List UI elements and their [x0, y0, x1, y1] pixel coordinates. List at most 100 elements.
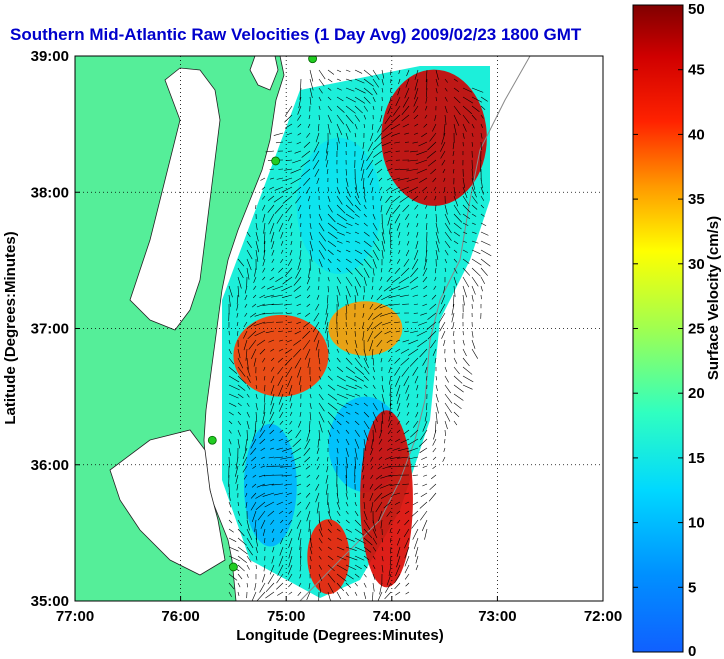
- velocity-vector: [386, 447, 392, 451]
- velocity-vector: [327, 285, 329, 293]
- velocity-vector: [336, 132, 340, 144]
- velocity-vector: [439, 303, 446, 315]
- velocity-vector: [462, 384, 473, 390]
- velocity-vector: [370, 456, 374, 462]
- velocity-vector: [345, 213, 355, 220]
- colorbar-tick-label: 35: [688, 191, 705, 208]
- velocity-vector: [253, 276, 257, 283]
- velocity-vector: [252, 294, 257, 299]
- velocity-vector: [295, 294, 302, 299]
- velocity-vector: [404, 573, 410, 580]
- velocity-vector: [257, 510, 266, 521]
- velocity-vector: [327, 348, 330, 354]
- velocity-vector: [316, 447, 320, 454]
- velocity-vector: [471, 276, 479, 287]
- velocity-vector: [255, 393, 258, 400]
- velocity-vector: [471, 105, 480, 112]
- velocity-vector: [435, 69, 439, 80]
- velocity-vector: [354, 537, 366, 544]
- velocity-vector: [246, 357, 249, 370]
- velocity-vector: [255, 492, 266, 499]
- velocity-vector: [416, 393, 419, 399]
- velocity-vector: [354, 411, 359, 415]
- velocity-vector: [444, 204, 448, 215]
- velocity-vector: [228, 582, 235, 590]
- velocity-vector: [362, 465, 365, 473]
- velocity-vector: [471, 294, 474, 302]
- velocity-vector: [264, 393, 266, 403]
- velocity-vector: [412, 528, 419, 540]
- velocity-vector: [271, 555, 275, 564]
- velocity-vector: [419, 177, 428, 183]
- velocity-vector: [354, 348, 360, 359]
- velocity-vector: [443, 447, 446, 452]
- velocity-vector: [290, 240, 293, 246]
- velocity-vector: [406, 447, 419, 453]
- velocity-vector: [263, 375, 266, 381]
- y-ticks: 35:00 36:00 37:00 38:00 39:00: [31, 48, 80, 610]
- velocity-vector: [362, 330, 365, 341]
- velocity-vector: [388, 474, 401, 477]
- velocity-vector: [275, 276, 284, 283]
- velocity-vector: [268, 456, 275, 459]
- velocity-vector: [435, 384, 438, 391]
- velocity-vector: [309, 249, 313, 262]
- velocity-vector: [263, 402, 266, 414]
- velocity-vector: [371, 285, 374, 291]
- velocity-vector: [345, 348, 350, 355]
- velocity-vector: [287, 213, 293, 222]
- velocity-vector: [411, 195, 419, 202]
- velocity-vector: [354, 384, 363, 389]
- velocity-vector: [425, 69, 428, 82]
- velocity-vector: [382, 465, 392, 470]
- velocity-vector: [394, 501, 401, 505]
- velocity-vector: [354, 519, 361, 527]
- velocity-vector: [246, 258, 252, 271]
- velocity-vector: [336, 384, 348, 391]
- velocity-vector: [293, 276, 302, 286]
- velocity-vector: [254, 312, 266, 317]
- velocity-vector: [237, 267, 244, 279]
- velocity-vector: [336, 96, 344, 102]
- velocity-vector: [254, 330, 266, 337]
- velocity-vector: [345, 267, 353, 275]
- velocity-vector: [366, 159, 374, 170]
- velocity-vector: [480, 231, 489, 236]
- velocity-vector: [398, 177, 410, 181]
- velocity-vector: [410, 150, 419, 153]
- velocity-vector: [327, 186, 329, 192]
- velocity-vector: [425, 204, 428, 209]
- velocity-vector: [345, 501, 349, 507]
- velocity-vector: [380, 420, 383, 432]
- velocity-vector: [363, 366, 370, 375]
- velocity-vector: [316, 501, 320, 514]
- velocity-vector: [324, 312, 329, 325]
- velocity-vector: [367, 168, 374, 178]
- velocity-vector: [297, 132, 302, 136]
- velocity-vector: [399, 195, 410, 203]
- velocity-vector: [327, 231, 338, 239]
- velocity-vector: [386, 339, 392, 344]
- velocity-vector: [394, 375, 401, 387]
- velocity-vector: [252, 465, 257, 469]
- velocity-vector: [288, 546, 293, 559]
- velocity-vector: [235, 456, 239, 469]
- velocity-vector: [263, 321, 275, 324]
- velocity-vector: [277, 366, 284, 375]
- velocity-vector: [420, 429, 428, 441]
- velocity-vector: [389, 303, 401, 306]
- velocity-vector: [285, 366, 293, 378]
- velocity-vector: [462, 105, 473, 115]
- velocity-vector: [336, 564, 348, 571]
- velocity-vector: [354, 420, 360, 426]
- velocity-vector: [405, 501, 410, 504]
- velocity-vector: [336, 177, 339, 184]
- velocity-vector: [336, 402, 347, 408]
- velocity-vector: [318, 384, 323, 390]
- velocity-vector: [369, 303, 374, 310]
- velocity-vector: [399, 168, 410, 171]
- velocity-vector: [237, 501, 239, 507]
- velocity-vector: [370, 501, 374, 513]
- velocity-vector: [263, 240, 266, 253]
- velocity-vector: [413, 105, 419, 113]
